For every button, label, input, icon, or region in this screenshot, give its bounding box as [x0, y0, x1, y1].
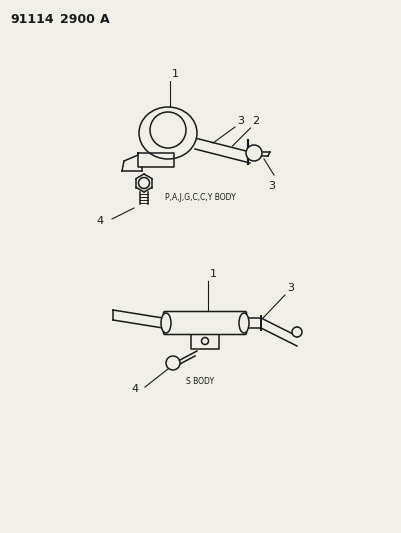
Text: A: A — [100, 13, 109, 26]
Text: P,A,J,G,C,C,Y BODY: P,A,J,G,C,C,Y BODY — [165, 192, 235, 201]
Text: 2900: 2900 — [60, 13, 95, 26]
Text: 3: 3 — [287, 283, 294, 293]
Text: 4: 4 — [97, 216, 104, 226]
Text: 91114: 91114 — [10, 13, 54, 26]
Circle shape — [292, 327, 302, 337]
Text: 3: 3 — [237, 116, 244, 126]
Text: 1: 1 — [172, 69, 179, 79]
Circle shape — [201, 337, 209, 344]
Ellipse shape — [139, 107, 197, 159]
Circle shape — [138, 177, 150, 189]
Text: 4: 4 — [132, 384, 139, 394]
Text: 1: 1 — [210, 269, 217, 279]
Ellipse shape — [161, 313, 171, 333]
Text: 3: 3 — [268, 181, 275, 191]
Circle shape — [246, 145, 262, 161]
Circle shape — [166, 356, 180, 370]
FancyBboxPatch shape — [164, 311, 247, 335]
Ellipse shape — [239, 313, 249, 333]
Text: 2: 2 — [253, 116, 259, 126]
Text: S BODY: S BODY — [186, 376, 214, 385]
Circle shape — [150, 112, 186, 148]
